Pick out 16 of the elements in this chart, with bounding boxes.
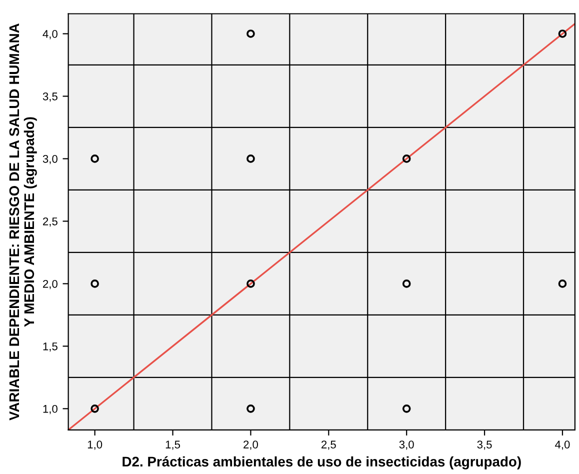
x-tick-label: 1,5 [166,440,180,450]
y-tick-label: 2,5 [43,217,58,227]
x-axis-title: D2. Prácticas ambientales de uso de insecticidas (agrupado) [122,456,521,470]
y-tick-label: 2,0 [43,280,58,290]
x-tick-label: 3,5 [477,440,492,450]
x-tick-label: 2,5 [321,440,336,450]
y-tick-label: 3,0 [42,154,58,164]
y-tick-label: 4,0 [42,30,58,40]
y-tick-label: 1,5 [43,342,58,352]
x-tick-label: 1,0 [88,440,102,450]
y-axis-title: VARIABLE DEPENDIENTE: RIESGO DE LA SALUD HUMANA Y MEDIO AMBIENTE (agrupado) [9,24,37,420]
x-tick-label: 4,0 [555,440,570,450]
x-tick-label: 3,0 [399,440,414,450]
y-tick-label: 1,0 [43,404,58,414]
y-tick-label: 3,5 [42,92,58,102]
x-tick-label: 2,0 [244,440,258,450]
